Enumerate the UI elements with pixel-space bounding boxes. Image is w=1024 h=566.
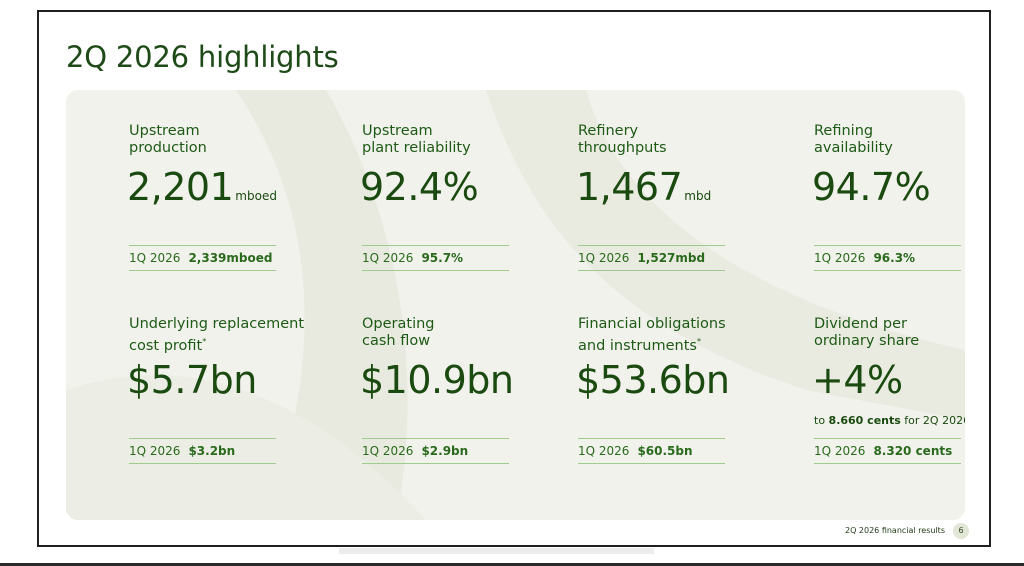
card-label: Refinery throughputs [578,123,667,156]
card-label: Upstream plant reliability [362,123,471,156]
card-dividend-per-share: Dividend per ordinary share +4% to 8.660 … [812,316,965,464]
card-compare: 1Q 2026 2,339mboed [129,245,276,271]
card-subnote: to 8.660 cents for 2Q 2026 [814,414,965,427]
card-value: $53.6bn [576,358,730,402]
footer-text: 2Q 2026 financial results [844,526,945,535]
card-label: Operating cash flow [362,316,435,349]
card-label: Refining availability [814,123,893,156]
card-compare: 1Q 2026 1,527mbd [578,245,725,271]
card-value: 1,467 mbd [576,165,712,209]
card-compare: 1Q 2026 $60.5bn [578,438,725,464]
card-value: 94.7% [812,165,931,209]
card-refining-availability: Refining availability 94.7% 1Q 2026 96.3% [812,123,964,271]
page-number: 6 [953,523,969,539]
scroll-indicator [339,548,654,554]
card-label: Financial obligations and instruments* [578,316,726,354]
card-compare: 1Q 2026 8.320 cents [814,438,961,464]
card-underlying-replacement-cost-profit: Underlying replacement cost profit* $5.7b… [127,316,304,464]
highlights-panel: Upstream production 2,201 mboed 1Q 2026 2,3… [66,90,965,520]
card-value: $5.7bn [127,358,257,402]
card-financial-obligations: Financial obligations and instruments* $5… [576,316,730,464]
card-upstream-plant-reliability: Upstream plant reliability 92.4% 1Q 2026 9… [360,123,512,271]
background-swoosh [66,90,965,520]
card-label: Dividend per ordinary share [814,316,920,349]
card-operating-cash-flow: Operating cash flow $10.9bn 1Q 2026 $2.9bn [360,316,514,464]
slide: 2Q 2026 highlights Upstream production 2,… [37,10,991,547]
card-compare: 1Q 2026 $2.9bn [362,438,509,464]
card-label: Underlying replacement cost profit* [129,316,305,354]
card-value: +4% [812,358,903,402]
card-upstream-production: Upstream production 2,201 mboed 1Q 2026 2,3… [127,123,279,271]
card-value: 92.4% [360,165,479,209]
card-compare: 1Q 2026 96.3% [814,245,961,271]
card-label: Upstream production [129,123,207,156]
slide-title: 2Q 2026 highlights [66,40,339,74]
card-refinery-throughputs: Refinery throughputs 1,467 mbd 1Q 2026 1,52… [576,123,728,271]
card-value: $10.9bn [360,358,514,402]
card-value: 2,201 mboed [127,165,277,209]
card-compare: 1Q 2026 95.7% [362,245,509,271]
bottom-divider [0,563,1024,566]
card-compare: 1Q 2026 $3.2bn [129,438,276,464]
